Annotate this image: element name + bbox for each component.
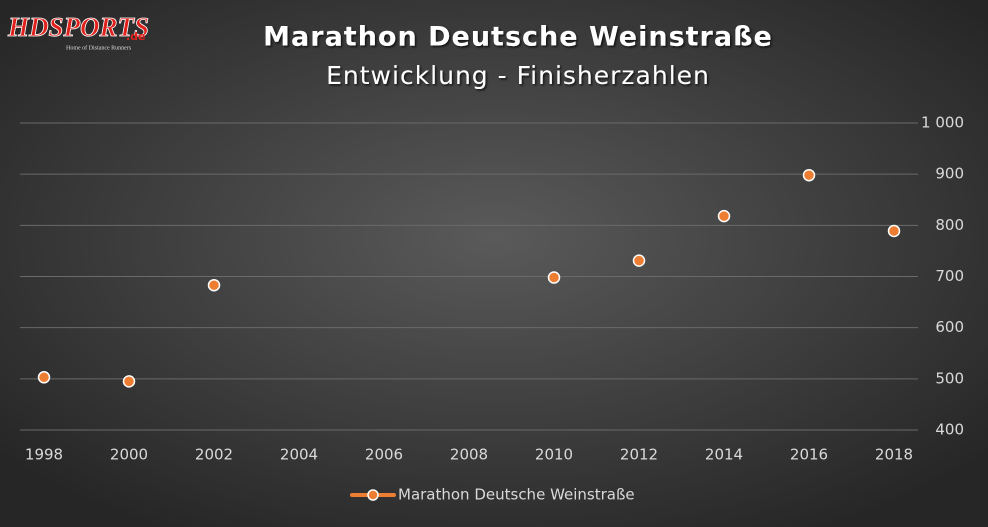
chart-title: Marathon Deutsche Weinstraße	[263, 22, 773, 53]
logo-domain: .de	[126, 30, 146, 43]
y-tick-label: 1 000	[921, 114, 964, 132]
x-tick-label: 2008	[450, 446, 488, 464]
data-point	[37, 371, 51, 384]
y-tick-label: 900	[935, 165, 964, 183]
data-point	[122, 375, 136, 388]
x-tick-label: 2018	[875, 446, 913, 464]
data-point	[632, 254, 646, 267]
x-tick-label: 2000	[110, 446, 148, 464]
data-point	[547, 271, 561, 284]
y-tick-label: 800	[935, 216, 964, 234]
x-tick-label: 2014	[705, 446, 743, 464]
logo: HDSPORTS .de Home of Distance Runners	[7, 12, 150, 52]
x-tick-label: 1998	[25, 446, 63, 464]
legend-marker	[367, 489, 379, 501]
logo-tagline: Home of Distance Runners	[66, 44, 132, 51]
x-tick-label: 2006	[365, 446, 403, 464]
data-point	[207, 278, 221, 292]
x-tick-label: 2012	[620, 446, 658, 464]
x-tick-label: 2002	[195, 446, 233, 464]
x-tick-label: 2010	[535, 446, 573, 464]
x-tick-label: 2004	[280, 446, 318, 464]
data-point	[802, 168, 816, 182]
y-tick-label: 400	[935, 421, 964, 439]
y-tick-label: 700	[935, 267, 964, 285]
chart-subtitle: Entwicklung - Finisherzahlen	[326, 61, 710, 90]
x-tick-label: 2016	[790, 446, 828, 464]
data-point	[887, 224, 901, 238]
data-point	[717, 209, 731, 223]
legend-label: Marathon Deutsche Weinstraße	[398, 486, 635, 504]
y-tick-label: 500	[935, 369, 964, 387]
logo-brand: HDSPORTS	[7, 12, 149, 42]
y-tick-label: 600	[935, 318, 964, 336]
